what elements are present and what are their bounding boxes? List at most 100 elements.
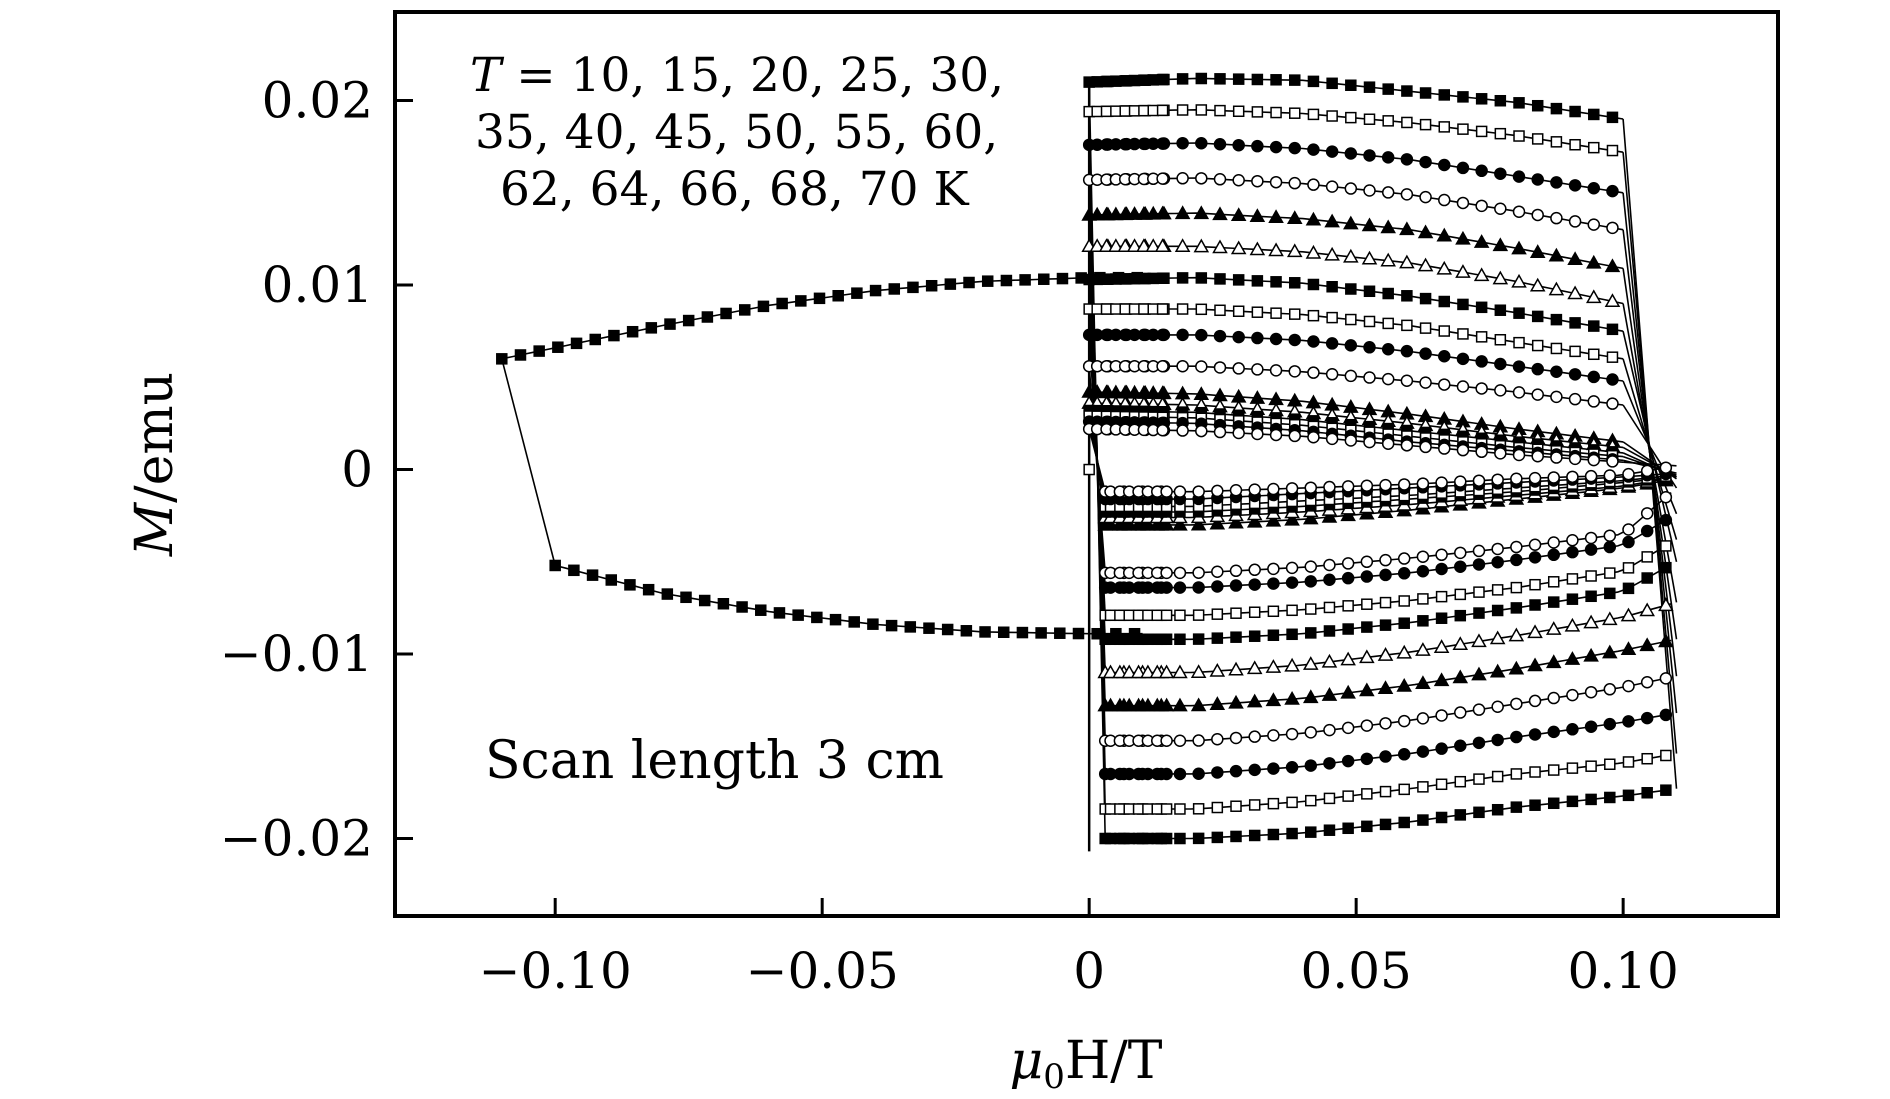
data-point xyxy=(811,611,823,624)
data-point xyxy=(1622,523,1635,536)
data-point xyxy=(1603,469,1617,482)
left-connector-line xyxy=(1088,428,1106,492)
data-point xyxy=(1606,373,1619,386)
data-point xyxy=(1110,75,1122,87)
data-point xyxy=(1456,352,1470,366)
data-point xyxy=(1363,315,1376,328)
data-point xyxy=(1305,603,1317,615)
data-point xyxy=(1606,397,1619,410)
data-point xyxy=(1110,303,1122,315)
data-point xyxy=(720,307,732,320)
data-point xyxy=(1510,801,1523,813)
data-point xyxy=(1531,99,1544,112)
data-point xyxy=(1550,136,1563,148)
data-point xyxy=(1325,337,1339,350)
data-point xyxy=(1513,307,1525,319)
data-point xyxy=(1104,803,1117,815)
data-point xyxy=(1345,79,1357,91)
data-point xyxy=(1228,694,1244,709)
data-point xyxy=(1160,566,1173,580)
data-point xyxy=(1640,464,1654,478)
data-point xyxy=(1342,822,1354,835)
data-point xyxy=(1176,424,1189,437)
data-point xyxy=(1151,609,1164,622)
data-point xyxy=(1359,649,1375,664)
data-point xyxy=(1176,359,1189,373)
data-point xyxy=(1472,544,1486,558)
data-point xyxy=(1361,820,1373,833)
temperature-annotation-line-2: 35, 40, 45, 50, 55, 60, xyxy=(475,105,998,160)
data-point xyxy=(1511,240,1527,255)
data-point xyxy=(1286,604,1298,617)
data-point xyxy=(1344,339,1358,352)
data-point xyxy=(1489,630,1506,645)
data-point xyxy=(1214,104,1226,117)
data-point xyxy=(1172,664,1188,679)
data-point xyxy=(1512,205,1526,218)
data-point xyxy=(1548,281,1565,296)
data-point xyxy=(1659,708,1673,722)
data-point xyxy=(1268,242,1284,257)
data-point xyxy=(1251,331,1264,345)
data-point xyxy=(1568,368,1582,381)
data-point xyxy=(1419,155,1432,169)
data-point xyxy=(1270,74,1282,86)
data-point xyxy=(1128,303,1141,315)
data-point xyxy=(1606,184,1619,198)
data-point xyxy=(1397,748,1411,761)
data-point xyxy=(1136,238,1152,253)
data-point xyxy=(1195,360,1208,373)
data-point xyxy=(1548,247,1565,262)
data-point xyxy=(1128,627,1141,640)
data-point xyxy=(1192,767,1205,781)
data-point xyxy=(1491,604,1504,617)
data-point xyxy=(1454,706,1467,719)
data-point xyxy=(1285,482,1299,495)
data-point xyxy=(1436,227,1453,242)
data-point xyxy=(1438,295,1451,308)
data-point xyxy=(682,314,695,327)
data-point xyxy=(1622,756,1635,768)
data-point xyxy=(1456,196,1470,210)
data-point xyxy=(1475,301,1488,314)
data-point xyxy=(1323,601,1336,614)
data-point xyxy=(1569,105,1581,118)
data-point xyxy=(1379,568,1392,582)
data-point xyxy=(514,349,527,361)
data-point xyxy=(795,295,807,307)
data-point xyxy=(1568,179,1582,192)
data-point xyxy=(1211,580,1224,593)
data-point xyxy=(1606,323,1619,336)
data-point xyxy=(1286,243,1303,258)
data-point xyxy=(1550,211,1563,225)
data-point xyxy=(1284,657,1300,672)
data-point xyxy=(624,579,636,591)
data-point xyxy=(1585,590,1597,603)
data-point xyxy=(1246,513,1263,528)
data-point xyxy=(1172,516,1188,531)
data-point xyxy=(680,591,692,604)
data-point xyxy=(1112,697,1128,712)
y-tick-label: −0.02 xyxy=(220,810,373,868)
data-point xyxy=(1156,172,1169,185)
x-tick-label: −0.10 xyxy=(479,942,632,1000)
series-t-45-k xyxy=(1083,303,1678,622)
data-point xyxy=(1136,205,1152,220)
data-point xyxy=(1323,723,1336,737)
data-point xyxy=(1140,664,1156,679)
data-point xyxy=(1251,427,1264,441)
data-point xyxy=(1472,558,1486,571)
data-point xyxy=(1307,143,1320,156)
data-point xyxy=(944,278,957,290)
data-point xyxy=(1417,224,1434,239)
data-point xyxy=(1094,271,1106,284)
data-point xyxy=(1132,832,1145,845)
data-point xyxy=(1195,104,1208,116)
data-point xyxy=(1456,161,1470,175)
data-point xyxy=(1251,275,1264,287)
data-point xyxy=(1602,644,1618,659)
series-layer xyxy=(496,72,1678,852)
data-point xyxy=(1345,283,1357,295)
data-point xyxy=(1138,104,1150,117)
y-axis-label: M/emu xyxy=(125,372,185,557)
